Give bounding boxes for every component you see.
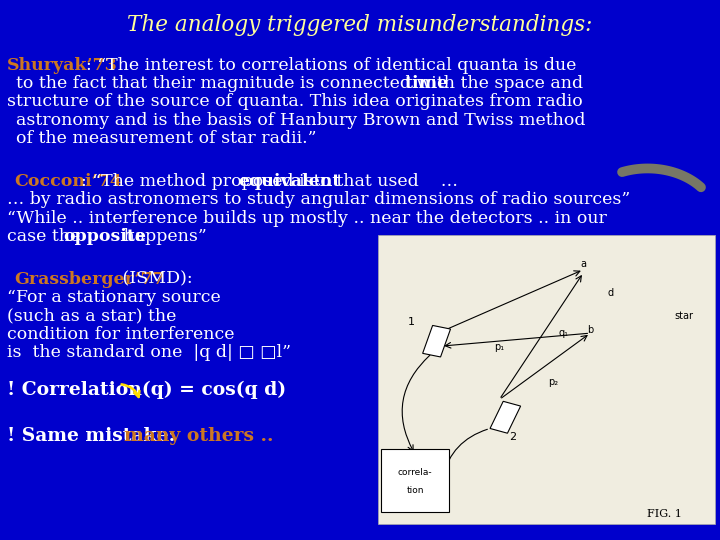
Text: The analogy triggered misunderstandings:: The analogy triggered misunderstandings: [127, 14, 593, 36]
Text: ! Correlation(q) = cos(q d): ! Correlation(q) = cos(q d) [7, 381, 287, 400]
Text: happens”: happens” [118, 228, 207, 245]
Text: Cocconi’74: Cocconi’74 [14, 173, 122, 190]
Bar [423, 326, 451, 357]
Text: ! Same mistake:: ! Same mistake: [7, 427, 182, 444]
Text: astronomy and is the basis of Hanbury Brown and Twiss method: astronomy and is the basis of Hanbury Br… [16, 112, 585, 129]
Text: q₁: q₁ [558, 328, 568, 338]
FancyBboxPatch shape [378, 235, 715, 524]
Text: many others ..: many others .. [124, 427, 274, 444]
Text: (ISMD):: (ISMD): [117, 271, 193, 287]
Text: to the fact that their magnitude is connected with the space and: to the fact that their magnitude is conn… [16, 75, 588, 92]
Text: to that used    …: to that used … [308, 173, 458, 190]
Text: condition for interference: condition for interference [7, 326, 235, 342]
Text: correla-: correla- [397, 468, 433, 477]
Text: (such as a star) the: (such as a star) the [7, 307, 176, 324]
Text: d: d [608, 288, 613, 298]
Text: equivalent: equivalent [238, 173, 341, 190]
Text: : “The method proposed is: : “The method proposed is [81, 173, 319, 190]
Text: b: b [587, 325, 593, 335]
Text: a: a [580, 259, 587, 269]
Text: … by radio astronomers to study angular dimensions of radio sources”: … by radio astronomers to study angular … [7, 191, 631, 208]
Text: 2: 2 [509, 432, 516, 442]
Text: tion: tion [406, 487, 424, 495]
Text: “While .. interference builds up mostly .. near the detectors .. in our: “While .. interference builds up mostly … [7, 210, 607, 226]
Text: p₁: p₁ [494, 342, 505, 353]
Text: star: star [675, 311, 693, 321]
Text: Grassberger’77: Grassberger’77 [14, 271, 165, 287]
Text: structure of the source of quanta. This idea originates from radio: structure of the source of quanta. This … [7, 93, 583, 110]
Text: Shuryak’73: Shuryak’73 [7, 57, 118, 73]
Text: opposite: opposite [63, 228, 146, 245]
Text: time: time [405, 75, 449, 92]
Text: p₂: p₂ [548, 377, 558, 387]
Text: : “The interest to correlations of identical quanta is due: : “The interest to correlations of ident… [86, 57, 577, 73]
Text: “For a stationary source: “For a stationary source [7, 289, 221, 306]
Bar [490, 401, 521, 433]
Text: FIG. 1: FIG. 1 [647, 509, 682, 519]
Text: of the measurement of star radii.”: of the measurement of star radii.” [16, 130, 316, 147]
Text: is  the standard one  |q d| □ □l”: is the standard one |q d| □ □l” [7, 344, 291, 361]
Text: 1: 1 [408, 316, 415, 327]
Text: case the: case the [7, 228, 86, 245]
FancyBboxPatch shape [381, 449, 449, 512]
